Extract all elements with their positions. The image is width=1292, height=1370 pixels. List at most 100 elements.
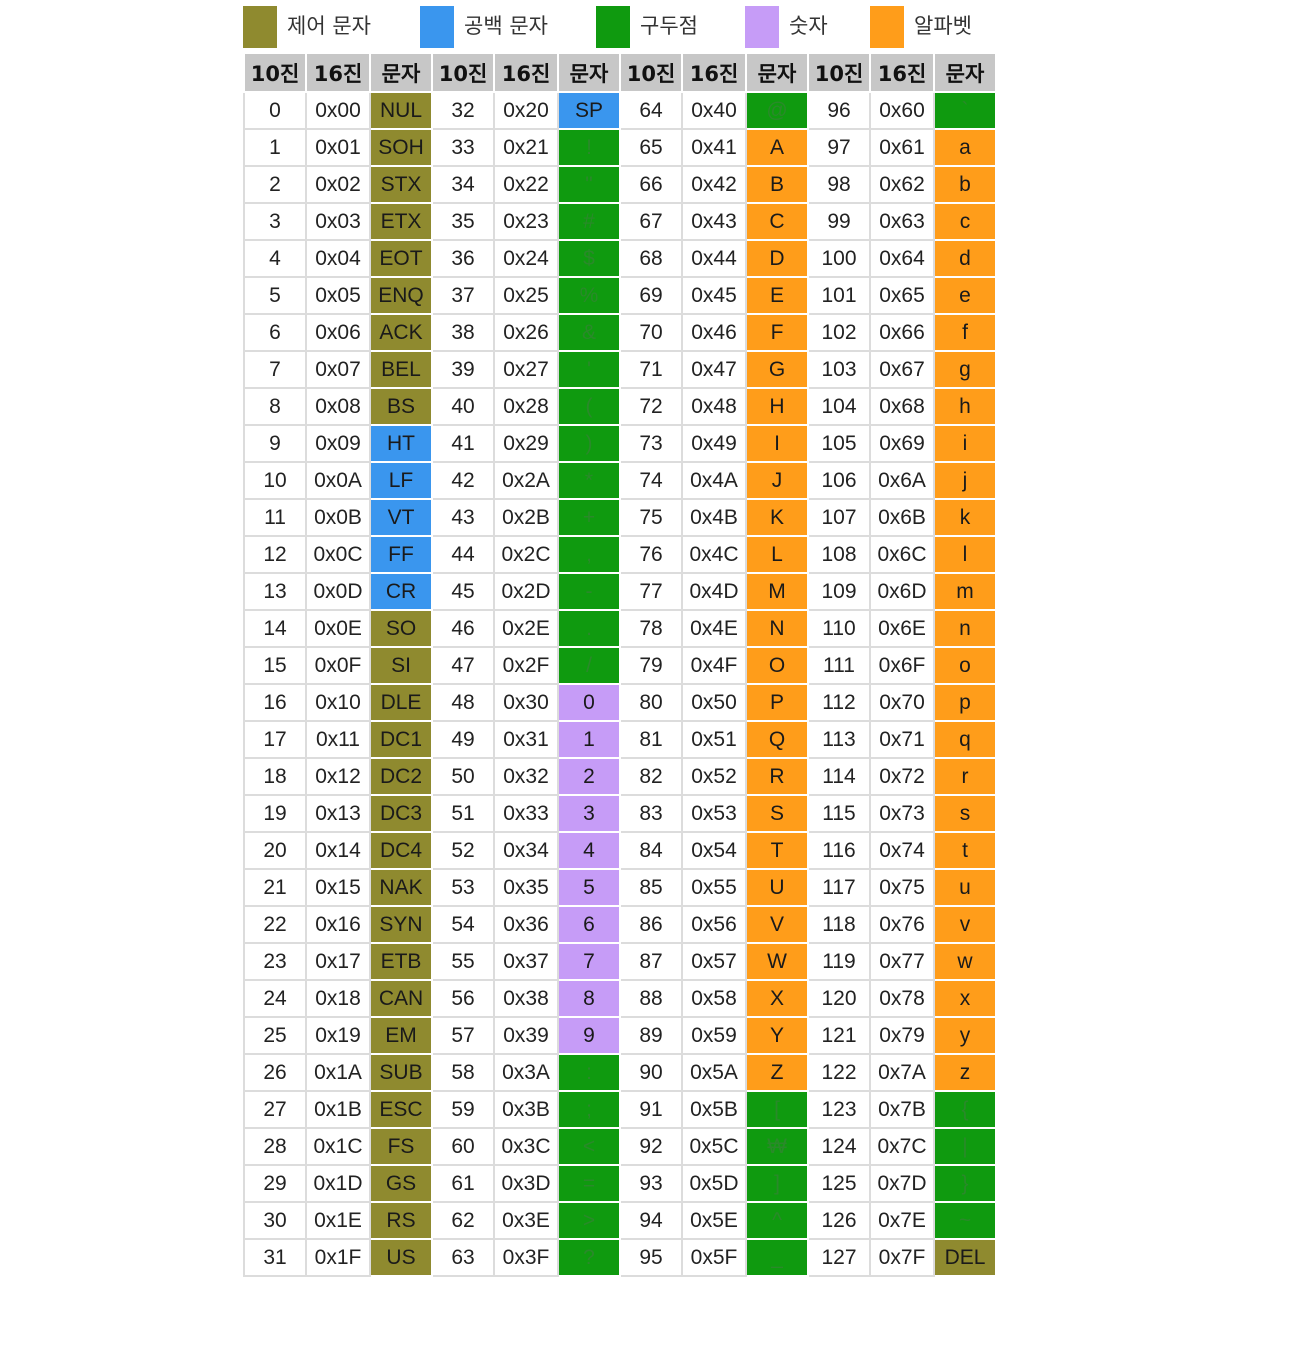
decimal-cell: 53 [431,868,495,907]
char-cell: > [557,1201,621,1240]
decimal-cell: 89 [619,1016,683,1055]
hex-cell: 0x0E [305,609,371,648]
hex-cell: 0x34 [493,831,559,870]
hex-cell: 0x20 [493,91,559,130]
char-cell: i [933,424,997,463]
char-cell: y [933,1016,997,1055]
hex-cell: 0x50 [681,683,747,722]
decimal-cell: 28 [243,1127,307,1166]
decimal-cell: 108 [807,535,871,574]
table-row: 14 0x0E SO 46 0x2E. 78 0x4E N 110 0x6E n [243,609,997,648]
hex-cell: 0x4D [681,572,747,611]
hex-cell: 0x09 [305,424,371,463]
decimal-cell: 50 [431,757,495,796]
hex-cell: 0x51 [681,720,747,759]
char-cell: SUB [369,1053,433,1092]
char-cell: - [557,572,621,611]
char-cell: ^ [745,1201,809,1240]
table-row: 18 0x12 DC2 50 0x32 2 82 0x52 R 114 0x72 r [243,757,997,796]
decimal-cell: 23 [243,942,307,981]
hex-cell: 0x75 [869,868,935,907]
hex-cell: 0x63 [869,202,935,241]
decimal-cell: 10 [243,461,307,500]
table-header-row: 10진 16진 문자 10진 16진 문자 10진 16진 문자 10진 16진… [243,52,997,93]
hex-cell: 0x37 [493,942,559,981]
char-cell: c [933,202,997,241]
char-cell: M [745,572,809,611]
char-cell: C [745,202,809,241]
legend-swatch-control [243,6,277,48]
hex-cell: 0x73 [869,794,935,833]
hex-cell: 0x36 [493,905,559,944]
column-header-hex: 16진 [305,52,371,93]
char-cell: s [933,794,997,833]
hex-cell: 0x0B [305,498,371,537]
decimal-cell: 93 [619,1164,683,1203]
char-cell: m [933,572,997,611]
hex-cell: 0x11 [305,720,371,759]
char-cell: w [933,942,997,981]
table-row: 16 0x10 DLE 48 0x30 0 80 0x50 P 112 0x70 p [243,683,997,722]
decimal-cell: 76 [619,535,683,574]
char-cell: FF [369,535,433,574]
hex-cell: 0x7D [869,1164,935,1203]
decimal-cell: 61 [431,1164,495,1203]
decimal-cell: 45 [431,572,495,611]
decimal-cell: 0 [243,91,307,130]
char-cell: ENQ [369,276,433,315]
decimal-cell: 6 [243,313,307,352]
hex-cell: 0x68 [869,387,935,426]
decimal-cell: 70 [619,313,683,352]
hex-cell: 0x25 [493,276,559,315]
char-cell: $ [557,239,621,278]
char-cell: DC3 [369,794,433,833]
legend-swatch-whitespace [420,6,454,48]
decimal-cell: 96 [807,91,871,130]
hex-cell: 0x5D [681,1164,747,1203]
char-cell: US [369,1238,433,1277]
table-row: 0 0x00 NUL 32 0x20 SP 64 0x40 @96 0x60 ` [243,91,997,130]
decimal-cell: 99 [807,202,871,241]
char-cell: H [745,387,809,426]
table-row: 22 0x16 SYN 54 0x36 6 86 0x56 V 118 0x76 v [243,905,997,944]
char-cell: % [557,276,621,315]
decimal-cell: 69 [619,276,683,315]
hex-cell: 0x45 [681,276,747,315]
decimal-cell: 41 [431,424,495,463]
char-cell: + [557,498,621,537]
hex-cell: 0x7A [869,1053,935,1092]
char-cell: SI [369,646,433,685]
decimal-cell: 40 [431,387,495,426]
decimal-cell: 57 [431,1016,495,1055]
decimal-cell: 7 [243,350,307,389]
char-cell: 7 [557,942,621,981]
char-cell: SO [369,609,433,648]
table-row: 31 0x1F US 63 0x3F? 95 0x5F _ 127 0x7F DEL [243,1238,997,1277]
decimal-cell: 100 [807,239,871,278]
table-row: 17 0x11 DC1 49 0x31 1 81 0x51 Q 113 0x71 q [243,720,997,759]
decimal-cell: 11 [243,498,307,537]
char-cell: X [745,979,809,1018]
hex-cell: 0x21 [493,128,559,167]
decimal-cell: 29 [243,1164,307,1203]
char-cell: DLE [369,683,433,722]
decimal-cell: 126 [807,1201,871,1240]
table-row: 20 0x14 DC4 52 0x34 4 84 0x54 T 116 0x74 t [243,831,997,870]
char-cell: B [745,165,809,204]
hex-cell: 0x62 [869,165,935,204]
char-cell: RS [369,1201,433,1240]
decimal-cell: 72 [619,387,683,426]
char-cell: l [933,535,997,574]
decimal-cell: 95 [619,1238,683,1277]
char-cell: j [933,461,997,500]
hex-cell: 0x5E [681,1201,747,1240]
hex-cell: 0x58 [681,979,747,1018]
hex-cell: 0x78 [869,979,935,1018]
hex-cell: 0x69 [869,424,935,463]
decimal-cell: 115 [807,794,871,833]
char-cell: 4 [557,831,621,870]
hex-cell: 0x3F [493,1238,559,1277]
hex-cell: 0x29 [493,424,559,463]
decimal-cell: 90 [619,1053,683,1092]
char-cell: : [557,1053,621,1092]
